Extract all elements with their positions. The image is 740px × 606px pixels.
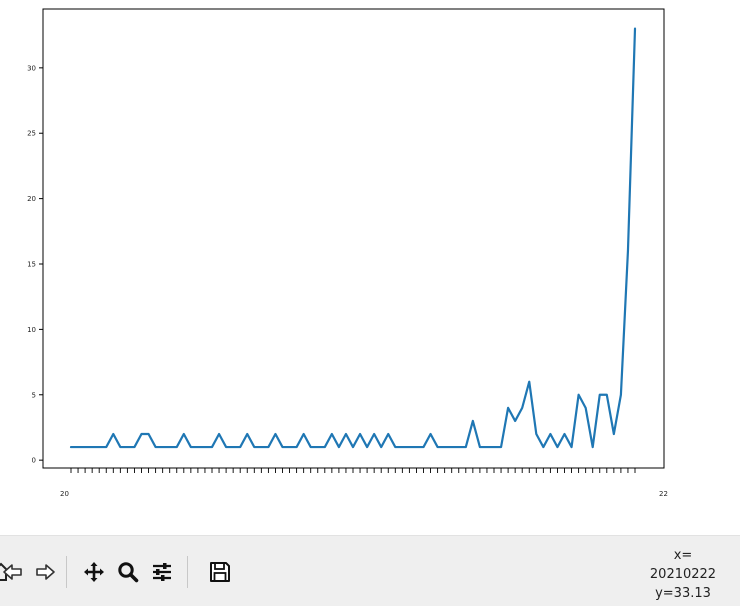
arrow-left-icon bbox=[3, 564, 22, 580]
cursor-coordinates: x= 20210222 y=33.13 bbox=[638, 546, 728, 603]
x-axis-ticks bbox=[70, 468, 636, 473]
arrow-right-icon bbox=[36, 564, 55, 580]
figure-canvas[interactable]: 0 5 10 15 20 25 30 20 22 bbox=[0, 0, 740, 535]
move-icon bbox=[84, 562, 104, 582]
forward-button[interactable] bbox=[30, 556, 60, 588]
y-tick-label: 10 bbox=[27, 326, 36, 334]
line-chart: 0 5 10 15 20 25 30 20 22 bbox=[27, 8, 668, 498]
axes-frame bbox=[42, 8, 665, 469]
coord-x-value: 20210222 bbox=[649, 567, 717, 582]
x-tick-label-last: 22 bbox=[659, 490, 668, 498]
x-tick-label-first: 20 bbox=[60, 490, 69, 498]
pan-button[interactable] bbox=[79, 556, 109, 588]
configure-subplots-button[interactable] bbox=[147, 556, 177, 588]
toolbar-separator bbox=[66, 556, 67, 588]
y-tick-label: 15 bbox=[27, 261, 36, 269]
save-button[interactable] bbox=[205, 556, 235, 588]
y-tick-label: 20 bbox=[27, 195, 36, 203]
floppy-disk-icon bbox=[210, 562, 230, 582]
navigation-toolbar: x= 20210222 y=33.13 bbox=[0, 535, 740, 606]
zoom-button[interactable] bbox=[113, 556, 143, 588]
magnifier-icon bbox=[118, 562, 139, 583]
coord-x-label: x= bbox=[673, 548, 693, 563]
coord-y-value: y=33.13 bbox=[655, 586, 711, 601]
y-tick-label: 25 bbox=[27, 130, 36, 138]
y-tick-label: 30 bbox=[27, 64, 36, 72]
y-tick-label: 0 bbox=[32, 457, 36, 465]
toolbar-separator bbox=[187, 556, 188, 588]
back-button[interactable] bbox=[0, 556, 28, 588]
sliders-icon bbox=[153, 563, 171, 581]
series-line bbox=[69, 27, 637, 449]
y-tick-label: 5 bbox=[32, 391, 36, 399]
y-axis-ticks: 0 5 10 15 20 25 30 bbox=[27, 64, 43, 465]
